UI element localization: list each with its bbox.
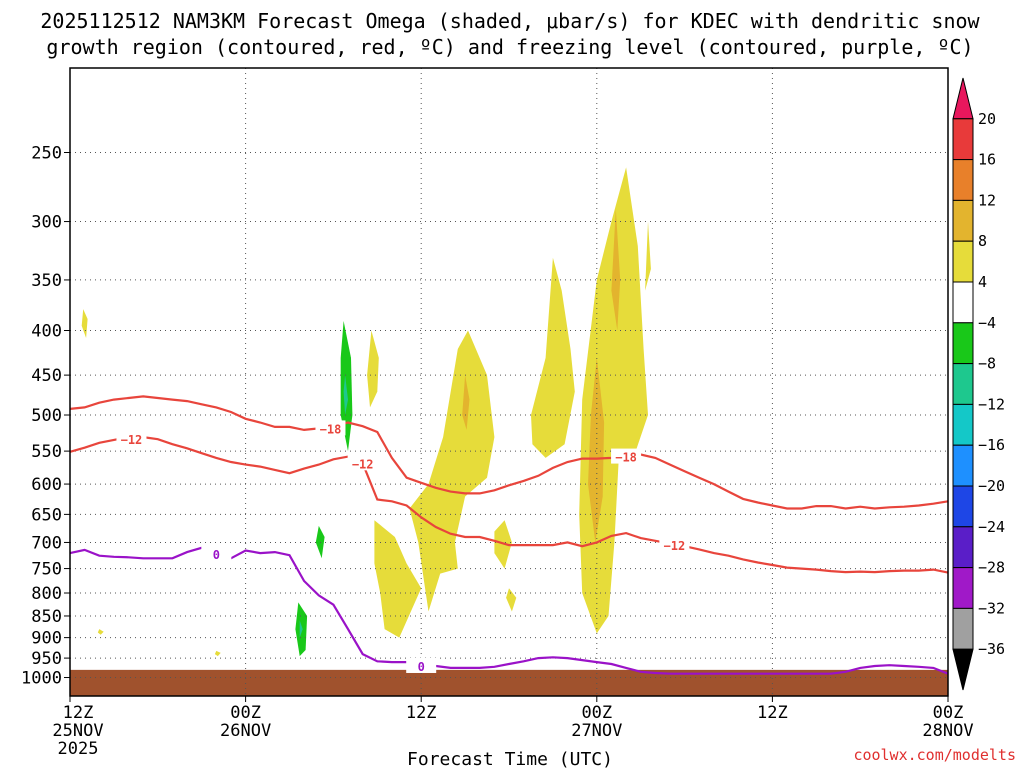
colorbar-swatch-13 [952, 607, 974, 650]
colorbar-label-13: −36 [978, 640, 1005, 658]
contour-label-minus18-a: −18 [320, 422, 342, 436]
omega-region-ascent-core-1 [462, 375, 470, 430]
colorbar-label-12: −32 [978, 599, 1005, 617]
omega-region-ascent-2 [97, 629, 104, 635]
omega-region-ascent-3 [214, 650, 221, 657]
contour-label-freezing-a: 0 [213, 548, 220, 562]
contour-label-minus12-b: −12 [352, 457, 374, 471]
omega-region-descent-1 [340, 320, 353, 452]
omega-region-ascent-4 [367, 330, 379, 408]
colorbar-swatch-7 [952, 363, 974, 405]
contour-label-freezing-b: 0 [418, 660, 425, 674]
y-tick-label-950: 950 [31, 649, 62, 669]
y-tick-label-800: 800 [31, 584, 62, 604]
omega-region-ascent-1 [81, 309, 88, 338]
colorbar-swatch-6 [952, 322, 974, 365]
colorbar-label-5: −4 [978, 314, 996, 332]
colorbar-swatch-8 [952, 403, 974, 446]
colorbar-label-10: −24 [978, 518, 1005, 536]
colorbar-swatch-9 [952, 444, 974, 487]
colorbar-label-0: 20 [978, 110, 996, 128]
contour-label-minus18-b-bg [611, 448, 642, 464]
y-axis-ticks: 2503003504004505005506006507007508008509… [21, 144, 70, 689]
x-axis-label: Forecast Time (UTC) [407, 749, 613, 768]
omega-region-ascent-8 [506, 588, 517, 612]
y-tick-label-400: 400 [31, 322, 62, 342]
omega-region-ascent-11 [645, 221, 651, 291]
omega-region-ascent-5 [374, 520, 422, 638]
omega-region-ascent-core-2 [588, 357, 605, 543]
colorbar-swatch-5 [952, 281, 974, 324]
colorbar-label-3: 8 [978, 232, 987, 250]
y-tick-label-700: 700 [31, 533, 62, 553]
x-tick-label-36-1: 27NOV [571, 721, 622, 741]
y-tick-label-850: 850 [31, 607, 62, 627]
omega-region-ascent-core-3 [611, 208, 621, 331]
colorbar-label-11: −28 [978, 559, 1005, 577]
y-tick-label-750: 750 [31, 560, 62, 580]
chart-title-line2: growth region (contoured, red, ºC) and f… [46, 35, 973, 59]
colorbar-swatch-10 [952, 485, 974, 528]
contour-label-minus18-b: −18 [615, 451, 637, 465]
colorbar-swatch-4 [952, 240, 974, 283]
chart-title-line1: 2025112512 NAM3KM Forecast Omega (shaded… [40, 9, 980, 33]
credit-text[interactable]: coolwx.com/modelts [853, 746, 1016, 764]
colorbar-label-7: −12 [978, 395, 1005, 413]
colorbar-label-1: 16 [978, 151, 996, 169]
colorbar-label-9: −20 [978, 477, 1005, 495]
y-tick-label-900: 900 [31, 629, 62, 649]
y-tick-label-550: 550 [31, 442, 62, 462]
colorbar-swatch-11 [952, 526, 974, 569]
colorbar: 20 16 12 8 4 −4 −8 −12 −16 −20 −24 −28 −32 −36 [952, 77, 1005, 691]
y-tick-label-600: 600 [31, 475, 62, 495]
omega-region-descent-3-core [299, 620, 303, 638]
y-tick-label-500: 500 [31, 406, 62, 426]
contour-dgz-minus18 [69, 395, 949, 510]
x-tick-label-48-0: 12Z [757, 703, 788, 723]
contour-label-minus12-b-bg [347, 455, 378, 471]
y-tick-label-350: 350 [31, 271, 62, 291]
colorbar-label-2: 12 [978, 191, 996, 209]
y-tick-label-250: 250 [31, 144, 62, 164]
contour-label-freezing-a-bg [201, 546, 232, 562]
colorbar-label-8: −16 [978, 436, 1005, 454]
y-tick-label-1000: 1000 [21, 669, 62, 689]
colorbar-cap-bottom [952, 648, 974, 691]
y-tick-label-650: 650 [31, 505, 62, 525]
contour-label-minus12-c-bg [659, 537, 690, 553]
omega-region-ascent-10 [579, 167, 648, 634]
y-tick-label-450: 450 [31, 366, 62, 386]
contour-label-minus18-a-bg [315, 420, 346, 436]
colorbar-swatch-3 [952, 199, 974, 242]
contour-label-freezing-b-bg [406, 657, 437, 673]
colorbar-label-4: 4 [978, 273, 987, 291]
colorbar-swatch-12 [952, 567, 974, 609]
x-tick-label-60-0: 00Z [933, 703, 964, 723]
colorbar-cap-top [952, 77, 974, 120]
omega-region-ascent-9 [531, 257, 575, 458]
colorbar-label-6: −8 [978, 355, 996, 373]
y-tick-label-300: 300 [31, 213, 62, 233]
plot-area: −12 −12 −12 −18 −18 0 0 [69, 67, 949, 697]
x-tick-label-12-0: 00Z [230, 703, 261, 723]
contour-label-minus12-c: −12 [664, 539, 686, 553]
omega-region-descent-1-core [343, 375, 348, 415]
x-tick-label-0-2: 2025 [58, 739, 99, 759]
contour-freezing-level [69, 546, 949, 675]
x-tick-label-60-1: 28NOV [922, 721, 973, 741]
colorbar-swatch-2 [952, 159, 974, 201]
plot-frame [69, 67, 949, 697]
contour-label-minus12-a: −12 [121, 433, 143, 447]
x-tick-label-0-0: 12Z [63, 703, 94, 723]
x-tick-label-12-1: 26NOV [220, 721, 271, 741]
x-tick-label-24-0: 12Z [406, 703, 437, 723]
colorbar-swatch-1 [952, 118, 974, 161]
x-tick-label-0-1: 25NOV [52, 721, 103, 741]
omega-region-ascent-6 [409, 330, 495, 612]
contour-dgz-minus12 [69, 436, 949, 574]
x-tick-label-36-0: 00Z [581, 703, 612, 723]
contour-label-minus12-a-bg [116, 431, 147, 447]
